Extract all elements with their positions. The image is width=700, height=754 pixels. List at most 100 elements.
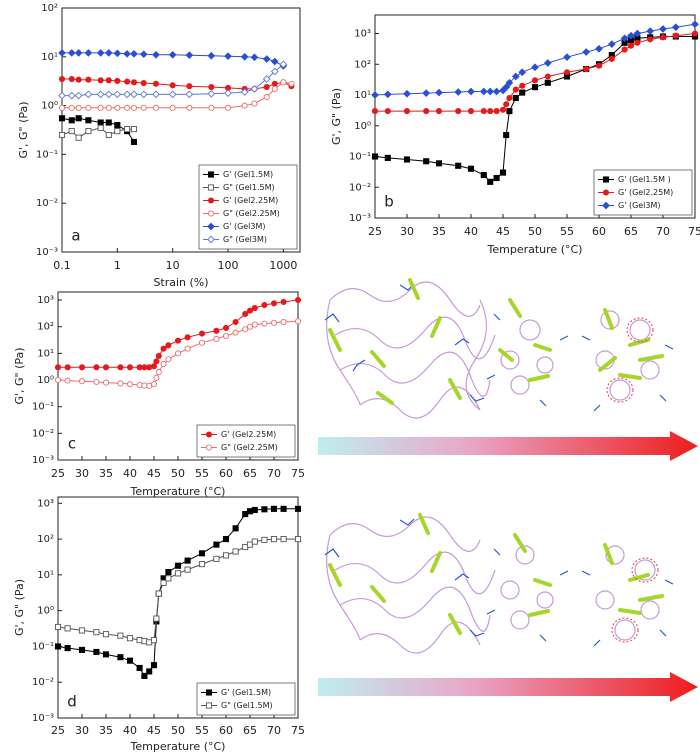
series-line	[57, 538, 298, 643]
y-tick-label: 10¹	[354, 90, 371, 101]
point	[262, 75, 271, 83]
point	[487, 108, 494, 115]
legend-label: G" (Gel2.25M)	[221, 443, 278, 452]
point	[78, 378, 86, 385]
point	[499, 106, 507, 113]
point	[54, 643, 62, 650]
point	[288, 80, 295, 87]
x-tick-label: 70	[267, 467, 281, 480]
point	[251, 506, 258, 514]
x-tick-label: 25	[368, 225, 382, 238]
point	[647, 36, 654, 43]
point	[659, 25, 667, 33]
point	[261, 301, 268, 309]
point	[184, 345, 191, 352]
point	[139, 90, 148, 99]
legend-marker	[207, 171, 215, 178]
x-tick-label: 35	[432, 225, 446, 238]
y-tick-label: 10¹	[41, 52, 58, 63]
point	[672, 32, 679, 39]
point	[160, 360, 167, 368]
y-tick-label: 10⁻¹	[32, 402, 54, 413]
point	[93, 648, 100, 656]
point	[240, 88, 249, 96]
point	[263, 83, 270, 91]
legend-label: G" (Gel1.5M)	[221, 701, 273, 710]
point	[403, 108, 411, 115]
legend-marker	[207, 210, 215, 217]
y-tick-label: 10⁻³	[32, 455, 54, 466]
point	[58, 49, 66, 57]
legend-box	[196, 682, 296, 716]
point	[85, 128, 92, 135]
point	[152, 104, 160, 111]
point	[93, 629, 100, 636]
y-tick-label: 10¹	[37, 348, 54, 359]
point	[64, 645, 71, 652]
x-tick-label: 50	[171, 724, 185, 737]
point	[67, 49, 76, 57]
point	[467, 165, 475, 172]
point	[512, 94, 519, 102]
y-tick-label: 10³	[37, 498, 54, 509]
point	[117, 654, 124, 661]
chart-panel: 0.1 1 10 100 1000 10⁻³ 10⁻² 10⁻¹ 10⁰ 10¹ 10² Strain…	[17, 3, 301, 289]
point	[280, 536, 287, 543]
point	[130, 79, 138, 86]
x-tick-label: 75	[688, 225, 700, 238]
point	[153, 374, 160, 381]
point	[169, 104, 176, 111]
legend-label: G' (Gel3M)	[618, 201, 661, 210]
point	[251, 305, 258, 312]
legend-box	[198, 164, 298, 250]
point	[139, 50, 148, 59]
x-tick-label: 1	[114, 259, 121, 272]
y-tick-label: 10⁻¹	[32, 641, 54, 652]
x-axis-title: Strain (%)	[153, 276, 208, 289]
point	[455, 162, 462, 169]
y-axis-title: G', G" (Pa)	[330, 88, 343, 145]
point	[123, 50, 131, 58]
x-tick-label: 65	[243, 467, 257, 480]
legend-label: G" (Gel2.25M)	[223, 209, 280, 218]
x-tick-label: 50	[528, 225, 542, 238]
x-tick-label: 70	[656, 225, 670, 238]
x-tick-label: 30	[75, 724, 89, 737]
point	[595, 62, 603, 69]
legend-marker	[205, 444, 213, 451]
point	[68, 104, 75, 111]
point	[58, 115, 66, 122]
point	[114, 121, 121, 129]
point	[124, 78, 131, 85]
point	[270, 300, 278, 307]
point	[544, 73, 551, 80]
point	[168, 50, 177, 59]
x-tick-label: 100	[218, 259, 239, 272]
x-tick-label: 40	[123, 467, 137, 480]
series-line	[375, 33, 696, 112]
point	[68, 117, 75, 124]
point	[58, 104, 66, 111]
point	[224, 89, 232, 97]
point	[224, 104, 232, 111]
point	[486, 87, 495, 96]
point	[75, 115, 82, 122]
point	[64, 625, 71, 632]
point	[102, 364, 110, 371]
point	[58, 91, 66, 100]
point	[174, 562, 182, 569]
x-tick-label: 60	[219, 467, 233, 480]
point	[114, 128, 121, 135]
y-tick-label: 10²	[37, 534, 54, 545]
legend-marker	[207, 197, 215, 204]
point	[280, 79, 287, 86]
point	[270, 319, 278, 326]
x-tick-label: 0.1	[53, 259, 71, 272]
point	[117, 632, 124, 639]
point	[518, 68, 527, 77]
x-tick-label: 40	[464, 225, 478, 238]
point	[251, 100, 258, 107]
point	[126, 364, 134, 371]
point	[423, 158, 430, 165]
point	[102, 651, 110, 658]
